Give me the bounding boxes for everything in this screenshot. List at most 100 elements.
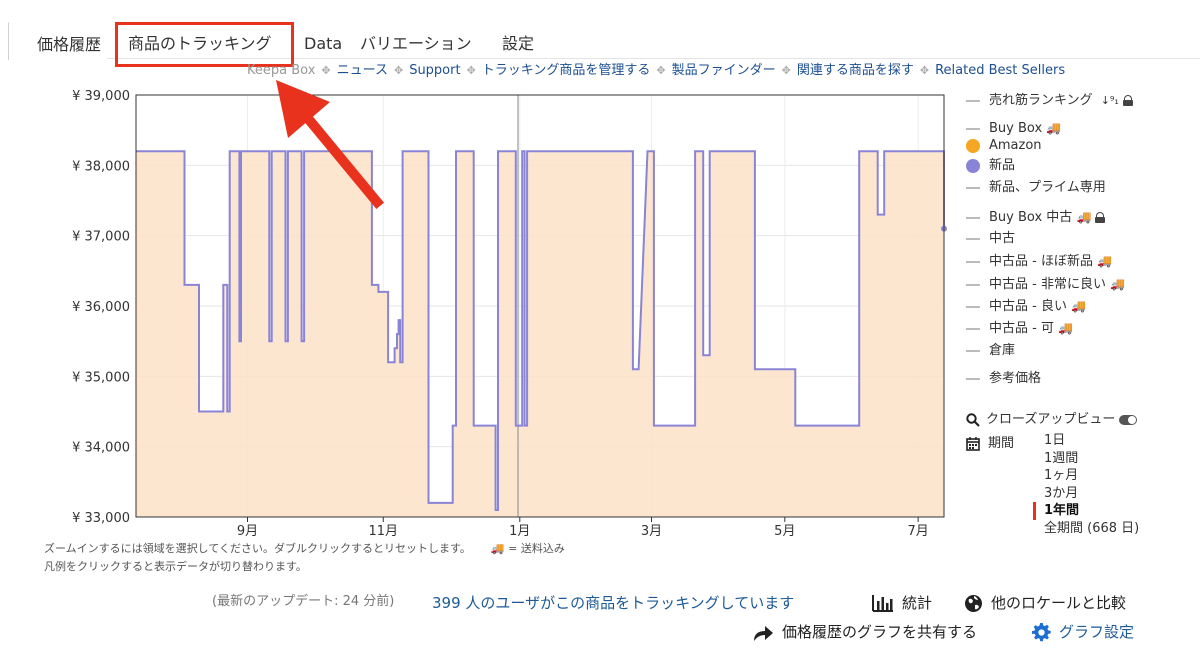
- share-label[interactable]: 価格履歴のグラフを共有する: [782, 623, 978, 641]
- tab-variations[interactable]: バリエーション: [360, 34, 472, 53]
- legend-label: 新品、プライム専用: [989, 180, 1106, 195]
- link-news[interactable]: ニュース: [336, 63, 388, 78]
- period-option-1-month[interactable]: 1ヶ月: [1044, 468, 1079, 483]
- legend-item-used-good[interactable]: 中古品 - 良い 🚚: [966, 297, 1086, 315]
- legend-item-amazon[interactable]: Amazon: [966, 137, 1042, 155]
- x-tick-label: 9月: [237, 524, 258, 539]
- legend-item-sales-rank[interactable]: 売れ筋ランキング ↓⁹₁: [966, 92, 1133, 110]
- period-options: 1日 1週間 1ヶ月 3か月 1年間 全期間 (668 日): [1033, 432, 1140, 537]
- arrow-head: [276, 80, 330, 138]
- y-axis: ¥ 39,000 ¥ 38,000 ¥ 37,000 ¥ 36,000 ¥ 35,000…: [72, 89, 130, 526]
- period-option-1-day[interactable]: 1日: [1044, 433, 1066, 448]
- legend-item-list-price[interactable]: 参考価格: [966, 370, 1041, 388]
- stats-button[interactable]: 統計: [872, 592, 932, 613]
- legend-item-buy-box[interactable]: Buy Box 🚚: [966, 119, 1061, 137]
- series-area-new: [136, 151, 944, 518]
- share-graph-button[interactable]: 価格履歴のグラフを共有する: [752, 621, 977, 642]
- globe-icon: [965, 595, 982, 612]
- period-label: 期間: [966, 432, 1014, 451]
- legend-label: Amazon: [989, 138, 1042, 153]
- legend-item-used-very-good[interactable]: 中古品 - 非常に良い 🚚: [966, 275, 1125, 293]
- legend-item-used-like-new[interactable]: 中古品 - ほぼ新品 🚚: [966, 252, 1112, 270]
- separator-icon: ✥: [466, 64, 476, 77]
- legend-label: 中古品 - 可: [989, 321, 1054, 336]
- legend-dash-icon: [966, 99, 980, 102]
- lock-icon: [1122, 95, 1133, 106]
- truck-icon: 🚚: [1097, 254, 1113, 268]
- arrow-shaft: [298, 108, 385, 210]
- truck-icon: 🚚: [1058, 321, 1074, 335]
- legend-dash-icon: [966, 349, 980, 352]
- legend-label: 参考価格: [989, 371, 1042, 386]
- trackers-link-text[interactable]: 399 人のユーザがこの商品をトラッキングしています: [432, 594, 795, 612]
- legend-item-used-acceptable[interactable]: 中古品 - 可 🚚: [966, 319, 1073, 337]
- last-update-text: (最新のアップデート: 24 分前): [212, 594, 395, 609]
- sort-icon[interactable]: ↓⁹₁: [1100, 94, 1119, 107]
- truck-icon: 🚚: [1071, 299, 1087, 313]
- period-option-1-year[interactable]: 1年間: [1033, 502, 1139, 520]
- link-product-finder[interactable]: 製品ファインダー: [671, 63, 776, 78]
- trackers-link[interactable]: 399 人のユーザがこの商品をトラッキングしています: [432, 592, 794, 613]
- legend-item-new-prime[interactable]: 新品、プライム専用: [966, 179, 1106, 197]
- period-option-1-week[interactable]: 1週間: [1044, 450, 1079, 466]
- legend-label: 中古品 - ほぼ新品: [989, 254, 1093, 269]
- y-tick-label: ¥ 36,000: [72, 300, 130, 315]
- compare-locales-button[interactable]: 他のロケールと比較: [964, 592, 1126, 613]
- legend-label: Buy Box 中古: [989, 210, 1073, 225]
- legend-dash-icon: [966, 283, 980, 286]
- x-tick-label: 1月: [509, 524, 530, 539]
- legend-dash-icon: [966, 260, 980, 263]
- separator-icon: ✥: [321, 64, 331, 77]
- gear-icon: [1032, 623, 1051, 642]
- tab-price-history[interactable]: 価格履歴: [8, 22, 108, 60]
- legend-dash-icon: [966, 305, 980, 308]
- search-icon: [966, 412, 980, 427]
- stats-label[interactable]: 統計: [902, 594, 933, 612]
- legend-dash-icon: [966, 377, 980, 380]
- legend-dash-icon: [966, 327, 980, 330]
- legend-dash-icon: [966, 127, 980, 130]
- legend-item-new[interactable]: 新品: [966, 157, 1015, 175]
- price-history-chart[interactable]: ¥ 39,000 ¥ 38,000 ¥ 37,000 ¥ 36,000 ¥ 35,000…: [0, 80, 960, 540]
- toggle-switch[interactable]: [1119, 414, 1138, 425]
- x-tick-label: 3月: [641, 524, 662, 539]
- link-related-best-sellers[interactable]: Related Best Sellers: [935, 63, 1066, 78]
- tab-data[interactable]: Data: [304, 34, 343, 53]
- x-tick-label: 11月: [368, 524, 398, 539]
- graph-settings-button[interactable]: グラフ設定: [1032, 621, 1134, 642]
- y-tick-label: ¥ 35,000: [72, 370, 130, 385]
- link-related-products[interactable]: 関連する商品を探す: [796, 63, 914, 78]
- y-tick-label: ¥ 39,000: [72, 89, 130, 104]
- annotation-arrow: [276, 80, 385, 210]
- legend-label: 中古: [989, 231, 1016, 246]
- legend-item-warehouse[interactable]: 倉庫: [966, 342, 1015, 360]
- truck-icon: 🚚: [1110, 277, 1126, 291]
- graph-settings-label[interactable]: グラフ設定: [1059, 623, 1135, 641]
- legend-item-buy-box-used[interactable]: Buy Box 中古 🚚: [966, 208, 1106, 226]
- series-line-new[interactable]: [136, 150, 945, 511]
- truck-icon: 🚚: [1046, 121, 1062, 135]
- period-label-text: 期間: [988, 436, 1015, 451]
- closeup-label: クローズアップビュー: [986, 412, 1116, 427]
- shipping-note: 🚚 = 送料込み: [490, 542, 565, 555]
- period-option-all[interactable]: 全期間 (668 日): [1044, 520, 1140, 536]
- link-manage-tracking[interactable]: トラッキング商品を管理する: [481, 63, 651, 78]
- link-support[interactable]: Support: [409, 63, 461, 78]
- tab-settings[interactable]: 設定: [502, 34, 535, 53]
- separator-icon: ✥: [656, 64, 666, 77]
- legend-label: 中古品 - 良い: [989, 299, 1067, 314]
- period-option-3-months[interactable]: 3か月: [1044, 485, 1079, 501]
- legend-dash-icon: [966, 216, 980, 219]
- plot-border: [135, 94, 945, 518]
- tab-product-tracking[interactable]: 商品のトラッキング: [128, 34, 272, 53]
- link-keepa-box[interactable]: Keepa Box: [247, 63, 316, 78]
- annotation-highlight-box: [115, 22, 294, 67]
- legend-item-used[interactable]: 中古: [966, 230, 1015, 248]
- legend-label: Buy Box: [989, 121, 1043, 136]
- closeup-view-toggle[interactable]: クローズアップビュー: [966, 408, 1138, 427]
- y-tick-label: ¥ 38,000: [72, 159, 130, 174]
- compare-label[interactable]: 他のロケールと比較: [991, 594, 1127, 612]
- legend-dot-icon: [966, 138, 980, 153]
- legend-dash-icon: [966, 186, 980, 189]
- zoom-hint-text: ズームインするには領域を選択してください。ダブルクリックするとリセットします。: [44, 542, 471, 555]
